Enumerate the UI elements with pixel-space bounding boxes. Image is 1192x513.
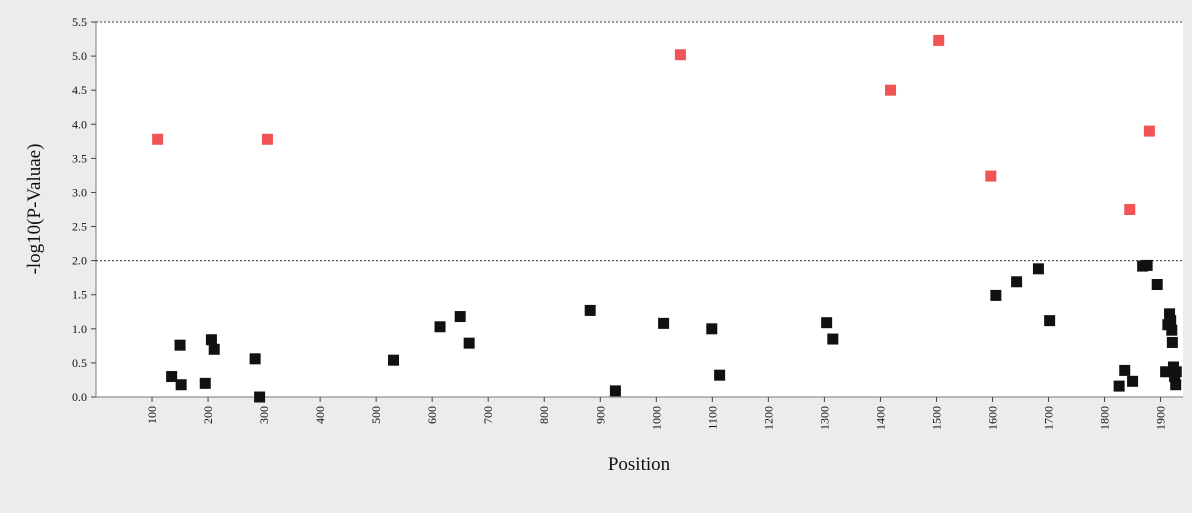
y-tick-label: 2.0: [72, 254, 87, 268]
data-point: [463, 337, 475, 349]
significant-point: [933, 34, 945, 46]
data-point: [1151, 279, 1163, 290]
data-point: [1011, 276, 1023, 288]
data-point: [1170, 379, 1182, 391]
x-tick-label: 800: [537, 406, 551, 424]
data-point: [208, 343, 220, 355]
data-point: [1113, 380, 1125, 392]
data-point: [1166, 324, 1178, 336]
x-axis-ticks: 100 200 300 400 500 600 700 800 900 1000 1100 1200 1…: [145, 397, 1168, 430]
x-tick-label: 100: [145, 406, 159, 424]
y-axis-ticks: 0.0 0.5 1.0 1.5 2.0 2.5 3.0 3.5 4.0 4.5 5.0 5.5: [72, 15, 96, 404]
data-point: [584, 304, 596, 316]
data-point: [205, 334, 217, 346]
x-tick-label: 700: [481, 406, 495, 424]
x-tick-label: 1300: [817, 406, 831, 430]
x-tick-label: 1000: [649, 406, 663, 430]
data-point: [174, 339, 186, 351]
x-tick-label: 1600: [985, 406, 999, 430]
data-point: [990, 289, 1002, 301]
data-point: [388, 354, 400, 366]
data-point: [1165, 315, 1177, 327]
y-tick-label: 4.0: [72, 117, 87, 131]
x-tick-label: 1400: [873, 406, 887, 430]
data-point: [1141, 259, 1153, 271]
data-point: [166, 371, 178, 383]
data-point: [434, 321, 446, 333]
y-tick-label: 1.5: [72, 288, 87, 302]
data-point: [1166, 336, 1178, 348]
data-point: [1032, 263, 1044, 275]
y-tick-label: 0.5: [72, 356, 87, 370]
data-point: [1119, 364, 1131, 376]
x-tick-label: 1500: [929, 406, 943, 430]
x-tick-label: 1200: [761, 406, 775, 430]
data-points: [152, 34, 1182, 403]
data-point: [706, 323, 718, 335]
x-axis-title: Position: [608, 454, 671, 475]
data-point: [609, 385, 621, 397]
y-tick-label: 1.0: [72, 322, 87, 336]
data-point: [199, 377, 211, 389]
significant-point: [152, 133, 164, 145]
significant-point: [1143, 125, 1155, 137]
x-tick-label: 300: [257, 406, 271, 424]
x-tick-label: 1900: [1154, 406, 1168, 430]
x-tick-label: 1100: [705, 406, 719, 430]
data-point: [1170, 366, 1182, 378]
x-tick-label: 900: [593, 406, 607, 424]
significant-point: [985, 170, 997, 182]
data-point: [254, 391, 266, 403]
y-tick-label: 4.5: [72, 83, 87, 97]
y-tick-label: 5.0: [72, 49, 87, 63]
data-point: [454, 311, 466, 323]
data-point: [821, 317, 833, 329]
significant-point: [1124, 204, 1136, 215]
data-point: [1160, 366, 1172, 378]
x-tick-label: 400: [313, 406, 327, 424]
x-tick-label: 1800: [1098, 406, 1112, 430]
data-point: [1044, 315, 1056, 327]
data-point: [658, 317, 670, 329]
significant-point: [885, 84, 897, 96]
data-point: [249, 353, 261, 365]
y-tick-label: 0.0: [72, 390, 87, 404]
x-tick-label: 500: [369, 406, 383, 424]
x-tick-label: 600: [425, 406, 439, 424]
x-tick-label: 200: [201, 406, 215, 424]
y-axis-title: -log10(P-Valuae): [24, 144, 45, 275]
x-tick-label: 1700: [1042, 406, 1056, 430]
y-tick-label: 2.5: [72, 220, 87, 234]
significant-point: [261, 133, 273, 145]
data-point: [1164, 308, 1176, 320]
data-point: [827, 333, 839, 345]
y-tick-label: 3.0: [72, 185, 87, 199]
data-point: [714, 369, 726, 381]
significant-point: [674, 49, 686, 61]
y-tick-label: 3.5: [72, 151, 87, 165]
plot-area: [96, 22, 1183, 397]
data-point: [1127, 375, 1139, 387]
data-point: [175, 379, 187, 391]
y-tick-label: 5.5: [72, 15, 87, 29]
